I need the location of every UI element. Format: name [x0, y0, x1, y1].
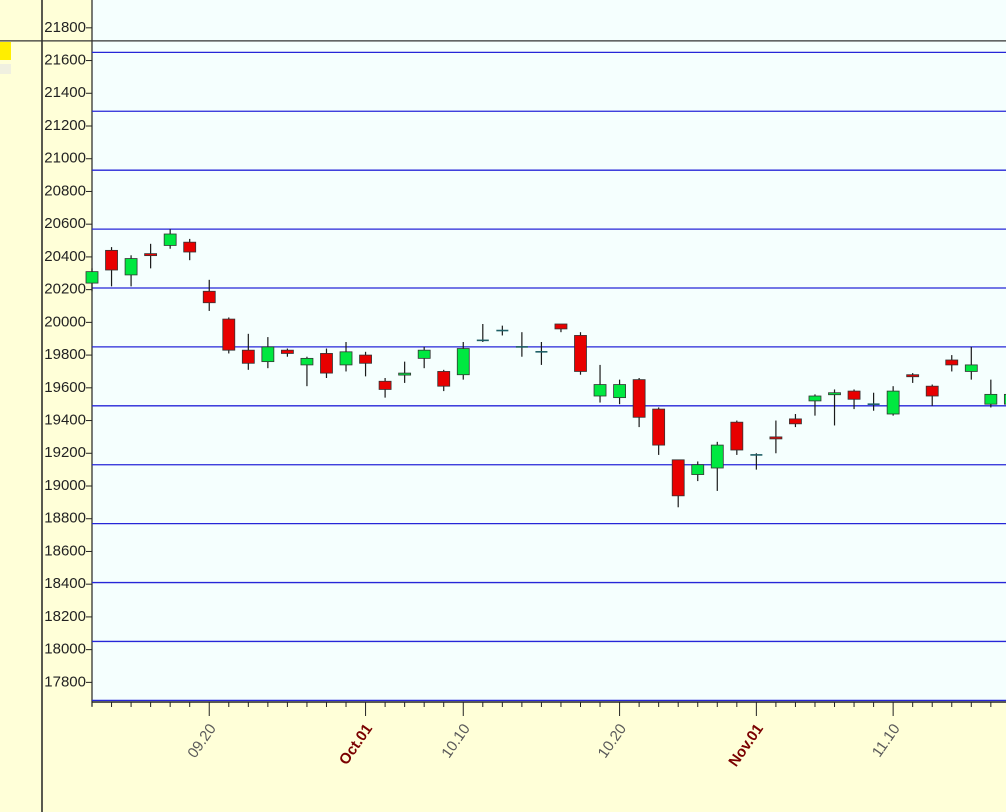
- y-tick-label: 19400: [44, 412, 86, 429]
- candle-body: [671, 459, 685, 497]
- candle-body: [359, 354, 372, 364]
- x-tick-label: 10.10: [438, 721, 473, 762]
- candle-body: [632, 379, 646, 418]
- y-tick-label: 18600: [44, 542, 86, 559]
- y-tick-label: 20400: [44, 248, 86, 265]
- x-tick-label: Oct.01: [336, 721, 376, 768]
- y-tick-label: 18200: [44, 608, 86, 625]
- candle-body: [847, 390, 861, 400]
- candle-body: [222, 318, 236, 351]
- x-tick-label: 10.20: [595, 721, 630, 762]
- candle-body: [398, 372, 412, 376]
- candle-body: [945, 359, 959, 366]
- candle-body: [437, 371, 451, 387]
- candle-body: [124, 258, 138, 276]
- y-tick-label: 19000: [44, 477, 86, 494]
- candle-body: [261, 346, 275, 363]
- y-tick-label: 20600: [44, 215, 86, 232]
- candle-body: [144, 253, 158, 257]
- y-tick-label: 18000: [44, 641, 86, 658]
- candle-body: [613, 384, 626, 399]
- candle-body: [339, 351, 353, 366]
- x-tick-label: 11.10: [869, 721, 904, 761]
- marker-stub: [0, 64, 11, 74]
- candle-body: [241, 349, 255, 364]
- candle-body: [789, 418, 802, 425]
- y-tick-label: 19800: [44, 346, 86, 363]
- candle-body: [378, 380, 392, 390]
- x-tick-label: 09.20: [184, 721, 219, 762]
- candle-body: [828, 392, 841, 396]
- y-tick-label: 21000: [44, 150, 86, 167]
- candle-body: [320, 353, 333, 374]
- candle-body: [925, 385, 939, 397]
- y-tick-label: 18800: [44, 510, 86, 527]
- y-tick-label: 17800: [44, 673, 86, 690]
- candle-body: [163, 233, 177, 246]
- candle-body: [886, 390, 900, 415]
- y-tick-label: 19200: [44, 444, 86, 461]
- candle-body: [691, 464, 705, 475]
- y-tick-label: 20800: [44, 182, 86, 199]
- y-tick-label: 19600: [44, 379, 86, 396]
- y-tick-label: 21800: [44, 19, 86, 36]
- candle-body: [808, 395, 822, 402]
- y-tick-label: 21200: [44, 117, 86, 134]
- candle-body: [554, 323, 568, 330]
- candle-body: [769, 436, 783, 440]
- candle-body: [574, 335, 587, 372]
- candle-body: [710, 444, 724, 469]
- candle-body: [730, 421, 744, 451]
- candle-body: [417, 349, 431, 359]
- y-tick-label: 21400: [44, 84, 86, 101]
- candle-body: [964, 364, 978, 372]
- candle-body: [456, 348, 470, 376]
- candle-body: [85, 271, 99, 284]
- candle-body: [105, 249, 118, 271]
- candle-body: [984, 393, 998, 405]
- candle-body: [280, 349, 294, 354]
- x-tick-label: Nov.01: [725, 721, 767, 770]
- y-tick-label: 18400: [44, 575, 86, 592]
- candle-body: [300, 357, 314, 366]
- candle-body: [183, 241, 197, 253]
- candle-body: [593, 384, 607, 397]
- y-tick-label: 20200: [44, 281, 86, 298]
- price-marker: [0, 42, 11, 60]
- candles: [85, 229, 1006, 508]
- candle-body: [1003, 393, 1006, 405]
- candle-body: [202, 290, 216, 304]
- candle-body: [652, 408, 666, 446]
- candle-body: [906, 374, 920, 378]
- y-tick-label: 21600: [44, 52, 86, 69]
- y-tick-label: 20000: [44, 313, 86, 330]
